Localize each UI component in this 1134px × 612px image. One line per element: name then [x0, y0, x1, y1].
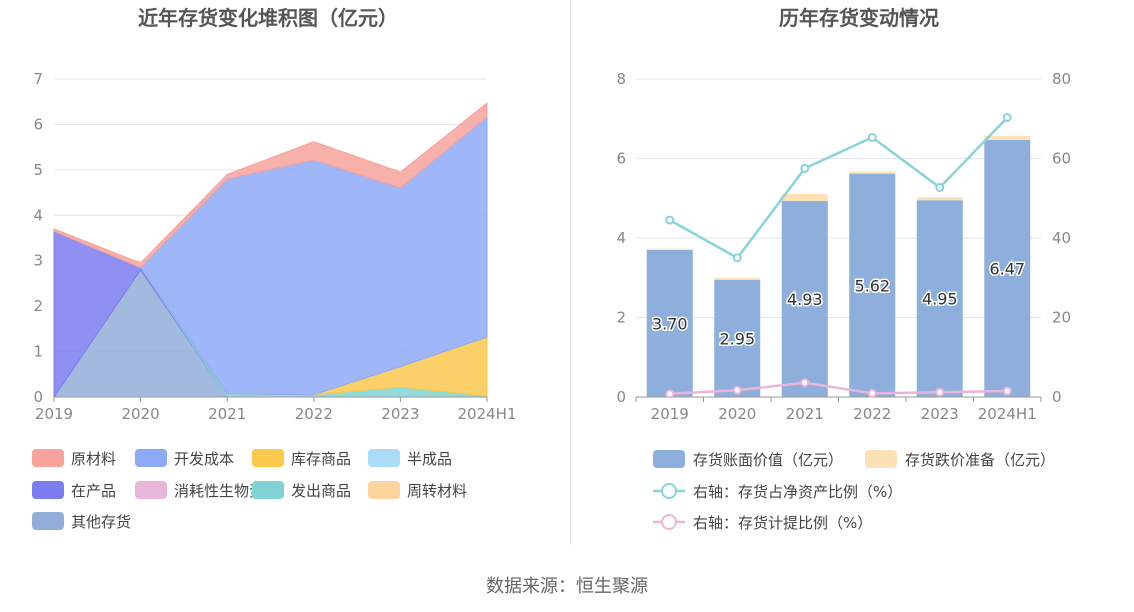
bar-value-label: 2.95	[719, 329, 755, 348]
bar-line-chart: 历年存货变动情况024680204060803.702.954.935.624.…	[616, 6, 1071, 532]
x-tick-label: 2022	[295, 405, 333, 423]
bar-book-value	[849, 173, 896, 397]
x-tick-label: 2020	[718, 405, 756, 423]
line-point	[665, 215, 675, 225]
bar-provision	[849, 171, 896, 174]
y-tick-label: 2	[616, 309, 626, 327]
legend-label: 周转材料	[407, 482, 467, 500]
y-tick-label: 8	[616, 70, 626, 88]
y-tick-label: 6	[616, 150, 626, 168]
x-tick-label: 2021	[208, 405, 246, 423]
legend-swatch	[32, 512, 64, 530]
legend-swatch	[368, 481, 400, 499]
legend-label: 开发成本	[174, 450, 234, 468]
line-point	[800, 378, 810, 388]
legend-label: 右轴：存货占净资产比例（%）	[693, 483, 902, 501]
line-point	[665, 389, 675, 399]
line-point	[732, 253, 742, 263]
legend-label: 右轴：存货计提比例（%）	[693, 514, 872, 532]
bar-provision	[714, 277, 761, 280]
legend-swatch	[252, 449, 284, 467]
legend-swatch	[368, 449, 400, 467]
legend-swatch-marker	[661, 483, 677, 499]
legend-swatch	[252, 481, 284, 499]
chart-title: 历年存货变动情况	[779, 6, 939, 30]
bar-value-label: 3.70	[652, 314, 688, 333]
legend-label: 库存商品	[291, 450, 351, 468]
legend-label: 发出商品	[291, 482, 351, 500]
legend-label: 存货跌价准备（亿元）	[905, 451, 1055, 469]
line-point	[867, 132, 877, 142]
chart-title: 近年存货变化堆积图（亿元）	[138, 6, 398, 30]
x-tick-label: 2019	[35, 405, 73, 423]
line-point	[800, 163, 810, 173]
y-tick-label: 7	[33, 70, 43, 88]
legend-swatch-marker	[661, 514, 677, 530]
bar-book-value	[781, 201, 828, 397]
stacked-area-chart: 近年存货变化堆积图（亿元） 0 1 2 3 4 5 6 7 2019 2020 2021 2022 202…	[32, 6, 517, 531]
line-point	[1002, 113, 1012, 123]
bar-provision	[781, 193, 828, 202]
y2-tick-label: 0	[1052, 388, 1062, 406]
bar-provision	[916, 197, 963, 201]
bar-value-label: 6.47	[989, 259, 1025, 278]
line-point	[1002, 386, 1012, 396]
x-tick-label: 2023	[381, 405, 419, 423]
line-point	[935, 387, 945, 397]
area-原材料	[53, 102, 488, 269]
x-tick-label: 2023	[921, 405, 959, 423]
bar-value-label: 4.95	[922, 290, 958, 309]
chart-divider	[570, 0, 571, 545]
legend-swatch	[32, 449, 64, 467]
legend-swatch	[135, 449, 167, 467]
x-tick-label: 2020	[122, 405, 160, 423]
line-provision-ratio	[669, 381, 1008, 396]
legend-label: 在产品	[71, 482, 116, 500]
y-tick-label: 0	[616, 388, 626, 406]
x-tick-label: 2024H1	[978, 405, 1037, 423]
legend-swatch	[653, 450, 685, 468]
x-tick-label: 2021	[786, 405, 824, 423]
x-tick-label: 2019	[651, 405, 689, 423]
legend-label: 其他存货	[71, 513, 131, 531]
bar-value-label: 5.62	[854, 276, 890, 295]
bar-book-value	[984, 139, 1031, 397]
source-note: 数据来源：恒生聚源	[486, 576, 648, 597]
line-point	[732, 385, 742, 395]
y-tick-label: 4	[33, 206, 43, 224]
bar-provision	[646, 248, 693, 250]
y-tick-label: 1	[33, 343, 43, 361]
x-tick-label: 2022	[853, 405, 891, 423]
y2-tick-label: 40	[1052, 229, 1071, 247]
y-tick-label: 6	[33, 115, 43, 133]
line-point	[935, 183, 945, 193]
bar-book-value	[646, 249, 693, 397]
y-tick-label: 2	[33, 297, 43, 315]
legend-swatch	[32, 481, 64, 499]
legend-label: 半成品	[407, 450, 452, 468]
legend-label: 原材料	[71, 450, 116, 468]
y2-tick-label: 80	[1052, 70, 1071, 88]
line-point	[867, 388, 877, 398]
bar-book-value	[916, 200, 963, 397]
y2-tick-label: 60	[1052, 150, 1071, 168]
y-tick-label: 0	[33, 388, 43, 406]
x-tick-label: 2024H1	[458, 405, 517, 423]
y-tick-label: 4	[616, 229, 626, 247]
legend-label: 存货账面价值（亿元）	[693, 451, 843, 469]
bar-provision	[984, 135, 1031, 140]
y2-tick-label: 20	[1052, 309, 1071, 327]
y-tick-label: 5	[33, 161, 43, 179]
legend-swatch	[865, 450, 897, 468]
y-tick-label: 3	[33, 252, 43, 270]
bar-value-label: 4.93	[787, 290, 823, 309]
bar-book-value	[714, 279, 761, 397]
legend-swatch	[135, 481, 167, 499]
line-net-asset-ratio	[669, 116, 1009, 260]
